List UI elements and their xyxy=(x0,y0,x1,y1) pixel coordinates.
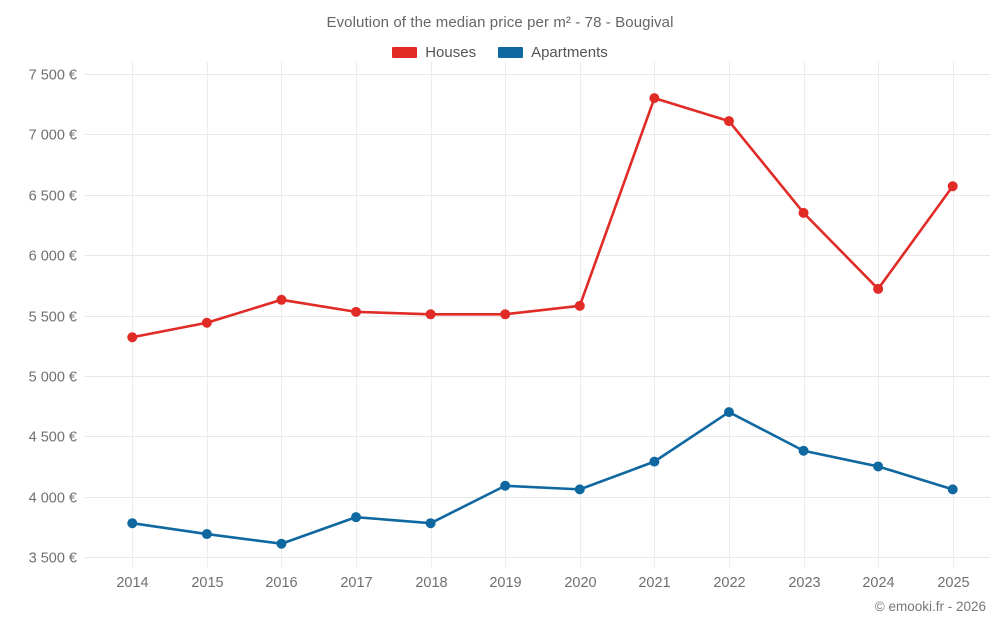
data-point[interactable] xyxy=(351,512,362,523)
y-tick-label: 5 500 € xyxy=(29,310,77,326)
y-tick-label: 4 500 € xyxy=(29,430,77,446)
chart-title: Evolution of the median price per m² - 7… xyxy=(326,14,674,31)
x-tick-label: 2024 xyxy=(862,575,894,591)
legend-swatch-apartments xyxy=(498,47,524,58)
legend-label-apartments: Apartments xyxy=(531,44,608,61)
chart-legend: Houses Apartments xyxy=(0,44,1000,61)
x-tick-label: 2017 xyxy=(340,575,372,591)
data-point[interactable] xyxy=(201,317,212,328)
legend-item-apartments[interactable]: Apartments xyxy=(498,44,608,61)
x-tick-label: 2014 xyxy=(116,575,148,591)
data-point[interactable] xyxy=(947,484,958,495)
data-series-layer xyxy=(127,93,958,549)
data-point[interactable] xyxy=(649,456,660,467)
y-tick-label: 6 000 € xyxy=(29,249,77,265)
data-point[interactable] xyxy=(873,283,884,294)
data-point[interactable] xyxy=(127,332,138,343)
data-point[interactable] xyxy=(798,207,809,218)
x-tick-label: 2025 xyxy=(937,575,969,591)
data-point[interactable] xyxy=(127,518,138,529)
x-tick-label: 2019 xyxy=(489,575,521,591)
data-point[interactable] xyxy=(425,518,436,529)
y-tick-label: 4 000 € xyxy=(29,491,77,507)
y-tick-label: 6 500 € xyxy=(29,189,77,205)
data-point[interactable] xyxy=(873,461,884,472)
y-tick-label: 3 500 € xyxy=(29,551,77,567)
series-line xyxy=(130,410,955,546)
x-tick-label: 2016 xyxy=(265,575,297,591)
x-axis-tick-labels: 2014 2015 2016 2017 2018 2019 2020 2021 2022 2023… xyxy=(116,575,969,591)
series-apartments xyxy=(127,407,958,549)
data-point[interactable] xyxy=(276,294,287,305)
x-tick-label: 2023 xyxy=(788,575,820,591)
x-tick-label: 2022 xyxy=(713,575,745,591)
data-point[interactable] xyxy=(425,309,436,320)
x-tick-label: 2015 xyxy=(191,575,223,591)
data-point[interactable] xyxy=(947,181,958,192)
data-point[interactable] xyxy=(276,538,287,549)
data-point[interactable] xyxy=(574,300,585,311)
data-point[interactable] xyxy=(723,116,734,127)
x-tick-label: 2018 xyxy=(415,575,447,591)
footer-credit: © emooki.fr - 2026 xyxy=(874,599,986,614)
x-tick-label: 2020 xyxy=(564,575,596,591)
legend-swatch-houses xyxy=(392,47,418,58)
legend-item-houses[interactable]: Houses xyxy=(392,44,476,61)
data-point[interactable] xyxy=(574,484,585,495)
data-point[interactable] xyxy=(649,93,660,104)
y-axis-tick-labels: 3 500 € 4 000 € 4 500 € 5 000 € 5 500 € 6 000… xyxy=(29,68,77,567)
data-point[interactable] xyxy=(201,529,212,540)
data-point[interactable] xyxy=(500,309,511,320)
x-tick-label: 2021 xyxy=(638,575,670,591)
y-tick-label: 7 000 € xyxy=(29,128,77,144)
data-point[interactable] xyxy=(500,480,511,491)
series-line xyxy=(130,96,955,339)
gridlines xyxy=(85,62,990,567)
data-point[interactable] xyxy=(351,306,362,317)
y-tick-label: 7 500 € xyxy=(29,68,77,84)
data-point[interactable] xyxy=(723,407,734,418)
y-tick-label: 5 000 € xyxy=(29,370,77,386)
legend-label-houses: Houses xyxy=(425,44,477,61)
data-point[interactable] xyxy=(798,445,809,456)
series-houses xyxy=(127,93,958,343)
